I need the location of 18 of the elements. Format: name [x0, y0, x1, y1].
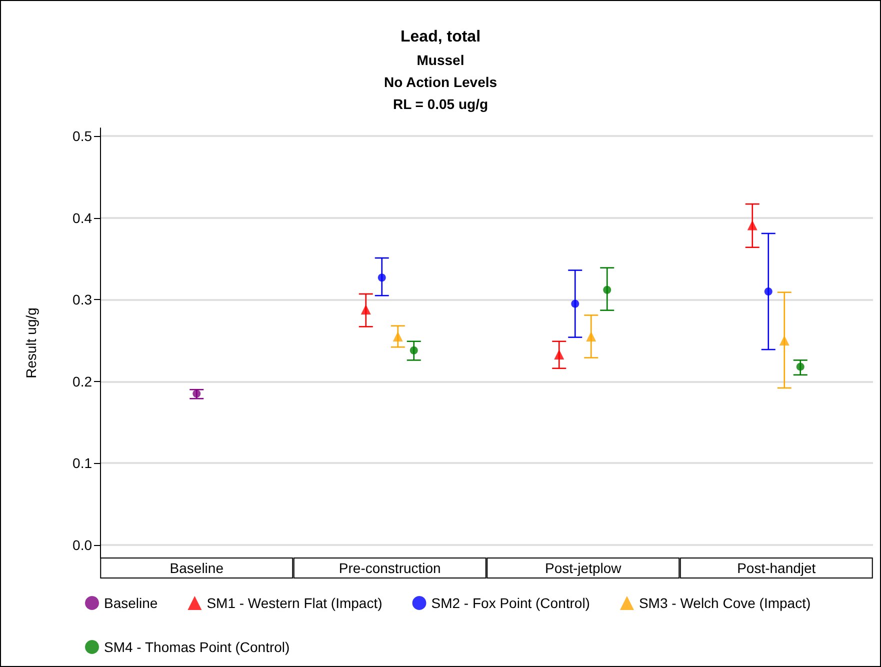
- x-tick-label: Pre-construction: [338, 560, 441, 576]
- y-tick-label: 0.5: [72, 128, 92, 144]
- y-tick-label: 0.0: [72, 536, 92, 553]
- x-tick-label: Post-handjet: [737, 560, 816, 576]
- legend-label: SM2 - Fox Point (Control): [431, 595, 590, 611]
- legend-label: SM1 - Western Flat (Impact): [206, 595, 382, 611]
- y-tick-label: 0.4: [72, 210, 92, 226]
- y-axis-title: Result ug/g: [23, 308, 39, 378]
- y-tick-label: 0.2: [72, 373, 92, 390]
- legend-label: SM4 - Thomas Point (Control): [104, 639, 290, 655]
- chart-subtitle: Mussel No Action Levels RL = 0.05 ug/g: [384, 52, 498, 112]
- legend-label: SM3 - Welch Cove (Impact): [638, 595, 811, 611]
- y-tick-label: 0.1: [72, 455, 92, 472]
- legend-label: Baseline: [104, 595, 158, 611]
- chart-title: Lead, total: [400, 28, 481, 46]
- x-tick-label: Post-jetplow: [544, 560, 622, 576]
- x-tick-label: Baseline: [170, 560, 224, 576]
- y-tick-label: 0.3: [72, 292, 92, 308]
